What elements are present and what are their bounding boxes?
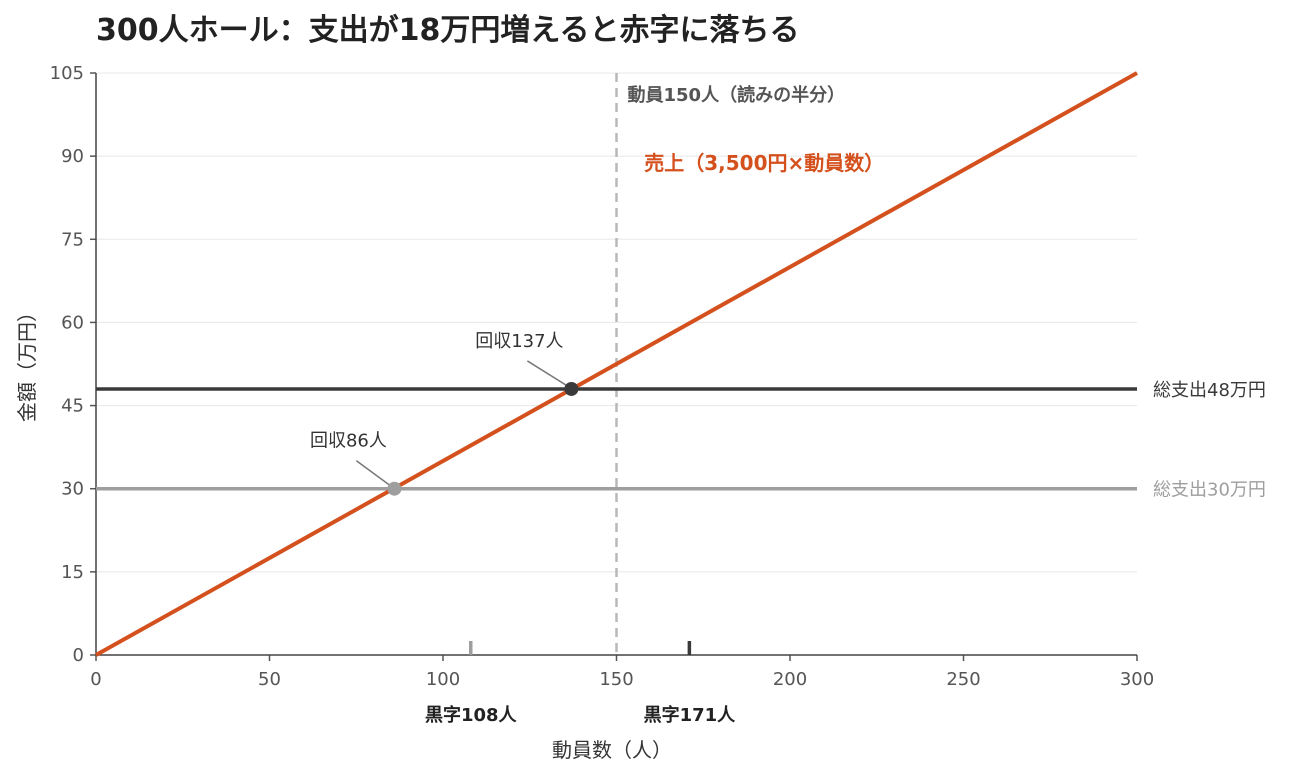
y-tick-label: 15 xyxy=(61,562,84,583)
x-tick-label: 150 xyxy=(599,669,633,690)
chart-title: 300人ホール：支出が18万円増えると赤字に落ちる xyxy=(96,13,799,48)
y-tick-label: 0 xyxy=(73,645,84,666)
breakeven-label: 回収86人 xyxy=(310,431,387,452)
x-axis-label: 動員数（人） xyxy=(552,738,672,762)
leader-line xyxy=(355,460,391,487)
y-axis-label: 金額（万円） xyxy=(15,302,39,422)
profit-label: 黒字171人 xyxy=(644,704,737,726)
y-tick-label: 60 xyxy=(61,312,84,333)
series-label: 総支出48万円 xyxy=(1153,380,1266,401)
reference-line-label: 動員150人（読みの半分） xyxy=(628,84,846,106)
y-tick-label: 30 xyxy=(61,479,84,500)
axes: 0 15 30 45 60 75 90 105 0 50 100 150 200 250 300 xyxy=(50,63,1155,690)
x-tick-label: 50 xyxy=(258,669,281,690)
leader-line xyxy=(526,360,568,387)
x-tick-label: 0 xyxy=(90,669,101,690)
y-tick-label: 45 xyxy=(61,396,84,417)
series-label: 総支出30万円 xyxy=(1153,480,1266,501)
breakeven-label: 回収137人 xyxy=(475,331,563,352)
x-tick-label: 100 xyxy=(426,669,460,690)
profit-label: 黒字108人 xyxy=(425,704,518,726)
x-tick-label: 200 xyxy=(773,669,807,690)
series-line xyxy=(95,71,1138,657)
y-tick-label: 90 xyxy=(61,146,84,167)
series-label: 売上（3,500円×動員数） xyxy=(644,151,884,175)
breakeven-point xyxy=(564,381,579,396)
breakeven-point xyxy=(387,481,402,496)
y-tick-label: 75 xyxy=(61,229,84,250)
profit-markers: 黒字108人 黒字171人 xyxy=(425,641,736,726)
x-tick-label: 250 xyxy=(946,669,980,690)
x-tick-label: 300 xyxy=(1120,669,1154,690)
y-tick-label: 105 xyxy=(50,63,84,84)
breakeven-points: 回収86人 回収137人 xyxy=(310,331,579,496)
